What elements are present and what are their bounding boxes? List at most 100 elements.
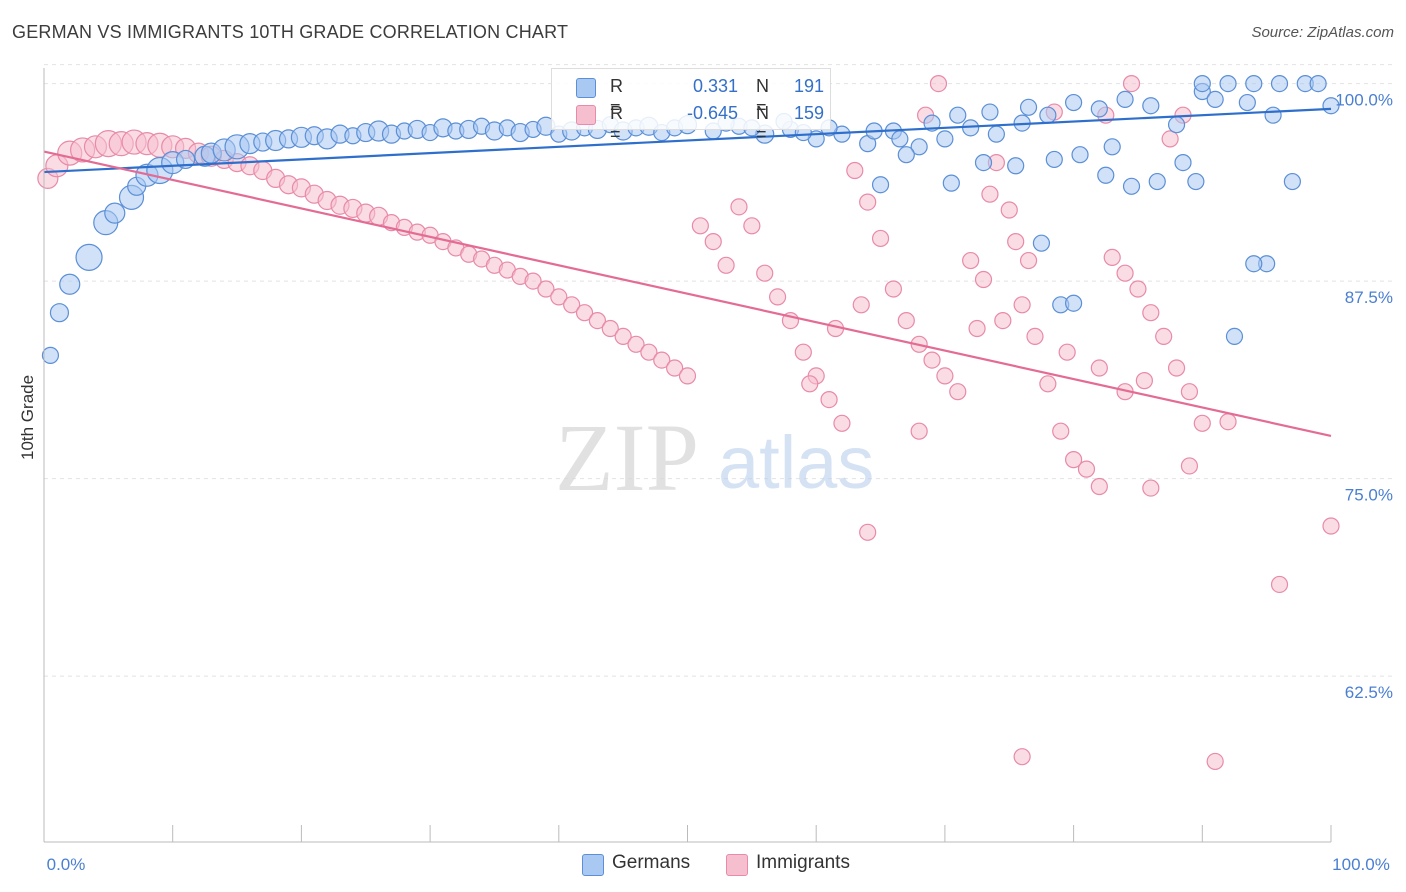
immigrants-point: [871, 229, 890, 248]
germans-point: [1187, 172, 1205, 191]
immigrants-point: [1064, 451, 1083, 469]
immigrants-point: [949, 383, 967, 401]
immigrants-swatch: [576, 105, 596, 125]
immigrants-point: [1058, 343, 1076, 361]
germans-point: [1064, 294, 1083, 312]
chart-title: GERMAN VS IMMIGRANTS 10TH GRADE CORRELAT…: [12, 22, 569, 42]
germans-point: [871, 176, 890, 194]
germans-point: [1283, 172, 1301, 191]
immigrants-point: [1013, 748, 1031, 766]
immigrants-point: [627, 335, 645, 353]
immigrants-point: [974, 270, 993, 289]
germans-point: [1071, 146, 1089, 164]
germans-point: [936, 130, 954, 148]
immigrants-point: [1013, 296, 1031, 314]
immigrants-point: [653, 351, 671, 369]
germans-r-label: R =: [610, 76, 623, 117]
germans-point: [1064, 93, 1083, 112]
immigrants-point: [1129, 280, 1147, 298]
immigrants-point: [897, 312, 915, 330]
germans-point: [923, 114, 941, 132]
y-axis-label: 10th Grade: [18, 374, 37, 460]
germans-points: [41, 74, 1340, 364]
immigrants-r-value: -0.645: [686, 103, 738, 123]
immigrants-point: [1322, 517, 1340, 535]
germans-point: [1090, 100, 1108, 118]
immigrants-point: [640, 343, 658, 361]
immigrants-point: [575, 304, 594, 322]
immigrants-point: [1135, 372, 1153, 390]
germans-point: [1142, 97, 1160, 115]
immigrants-point: [833, 414, 851, 432]
germans-point: [1174, 154, 1192, 172]
immigrants-point: [1180, 383, 1199, 401]
immigrants-point: [859, 193, 877, 211]
germans-point: [987, 125, 1005, 143]
source-label: Source: ZipAtlas.com: [1251, 24, 1394, 41]
x-tick-label: 100.0%: [1332, 855, 1390, 874]
immigrants-point: [1180, 457, 1199, 475]
immigrants-point: [717, 256, 735, 274]
immigrants-point: [1116, 264, 1134, 282]
germans-legend-swatch: [582, 854, 604, 876]
germans-point: [981, 103, 999, 121]
germans-trend-line: [43, 107, 1332, 174]
immigrants-point: [1000, 201, 1018, 219]
y-tick-label: 75.0%: [1345, 486, 1393, 505]
immigrants-point: [801, 375, 819, 393]
immigrants-point: [1019, 251, 1038, 270]
immigrants-point: [524, 272, 542, 290]
y-tick-label: 87.5%: [1345, 288, 1393, 307]
immigrants-point: [588, 312, 607, 330]
immigrants-point: [923, 351, 941, 369]
immigrants-n-label: N =: [756, 103, 769, 144]
trend-lines: [43, 107, 1332, 438]
y-tick-label: 100.0%: [1335, 91, 1393, 110]
immigrants-point: [1090, 477, 1108, 496]
immigrants-point: [846, 161, 864, 180]
germans-n-value: 191: [794, 76, 825, 96]
immigrants-point: [852, 296, 870, 314]
immigrants-point: [768, 288, 787, 306]
immigrants-point: [756, 264, 774, 282]
immigrants-point: [1142, 479, 1160, 497]
immigrants-point: [1077, 460, 1096, 478]
germans-point: [1007, 157, 1025, 175]
immigrants-trend-line: [43, 150, 1332, 438]
immigrants-point: [794, 343, 812, 361]
immigrants-point: [550, 288, 568, 306]
germans-point: [1039, 106, 1057, 124]
immigrants-point: [1103, 248, 1121, 266]
germans-point: [897, 146, 915, 164]
grid-layer: [44, 64, 1394, 677]
watermark-zip: ZIP: [555, 404, 699, 511]
germans-point: [974, 154, 993, 172]
germans-point: [1206, 90, 1224, 109]
germans-point: [942, 174, 960, 192]
immigrants-point: [1039, 375, 1057, 393]
immigrants-point: [884, 280, 903, 298]
watermark-atlas: atlas: [718, 421, 874, 504]
germans-point: [1116, 90, 1134, 109]
immigrants-point: [994, 312, 1012, 330]
germans-point: [1219, 74, 1237, 93]
germans-n-label: N =: [756, 76, 769, 117]
immigrants-point: [820, 391, 838, 409]
immigrants-legend-swatch: [726, 854, 748, 876]
germans-point: [910, 138, 928, 156]
germans-r-value: 0.331: [692, 76, 738, 96]
watermark: ZIP atlas: [555, 404, 874, 511]
germans-point: [75, 243, 103, 271]
germans-point: [1045, 150, 1063, 169]
germans-swatch: [576, 78, 596, 98]
germans-point: [1309, 74, 1327, 93]
immigrants-points: [37, 74, 1340, 771]
immigrants-legend-label: Immigrants: [756, 852, 850, 873]
immigrants-point: [1167, 359, 1186, 377]
x-tick-label: 0.0%: [47, 855, 86, 874]
germans-point: [1245, 255, 1263, 273]
germans-point: [49, 303, 70, 323]
immigrants-point: [1142, 304, 1160, 322]
immigrants-point: [981, 185, 999, 203]
